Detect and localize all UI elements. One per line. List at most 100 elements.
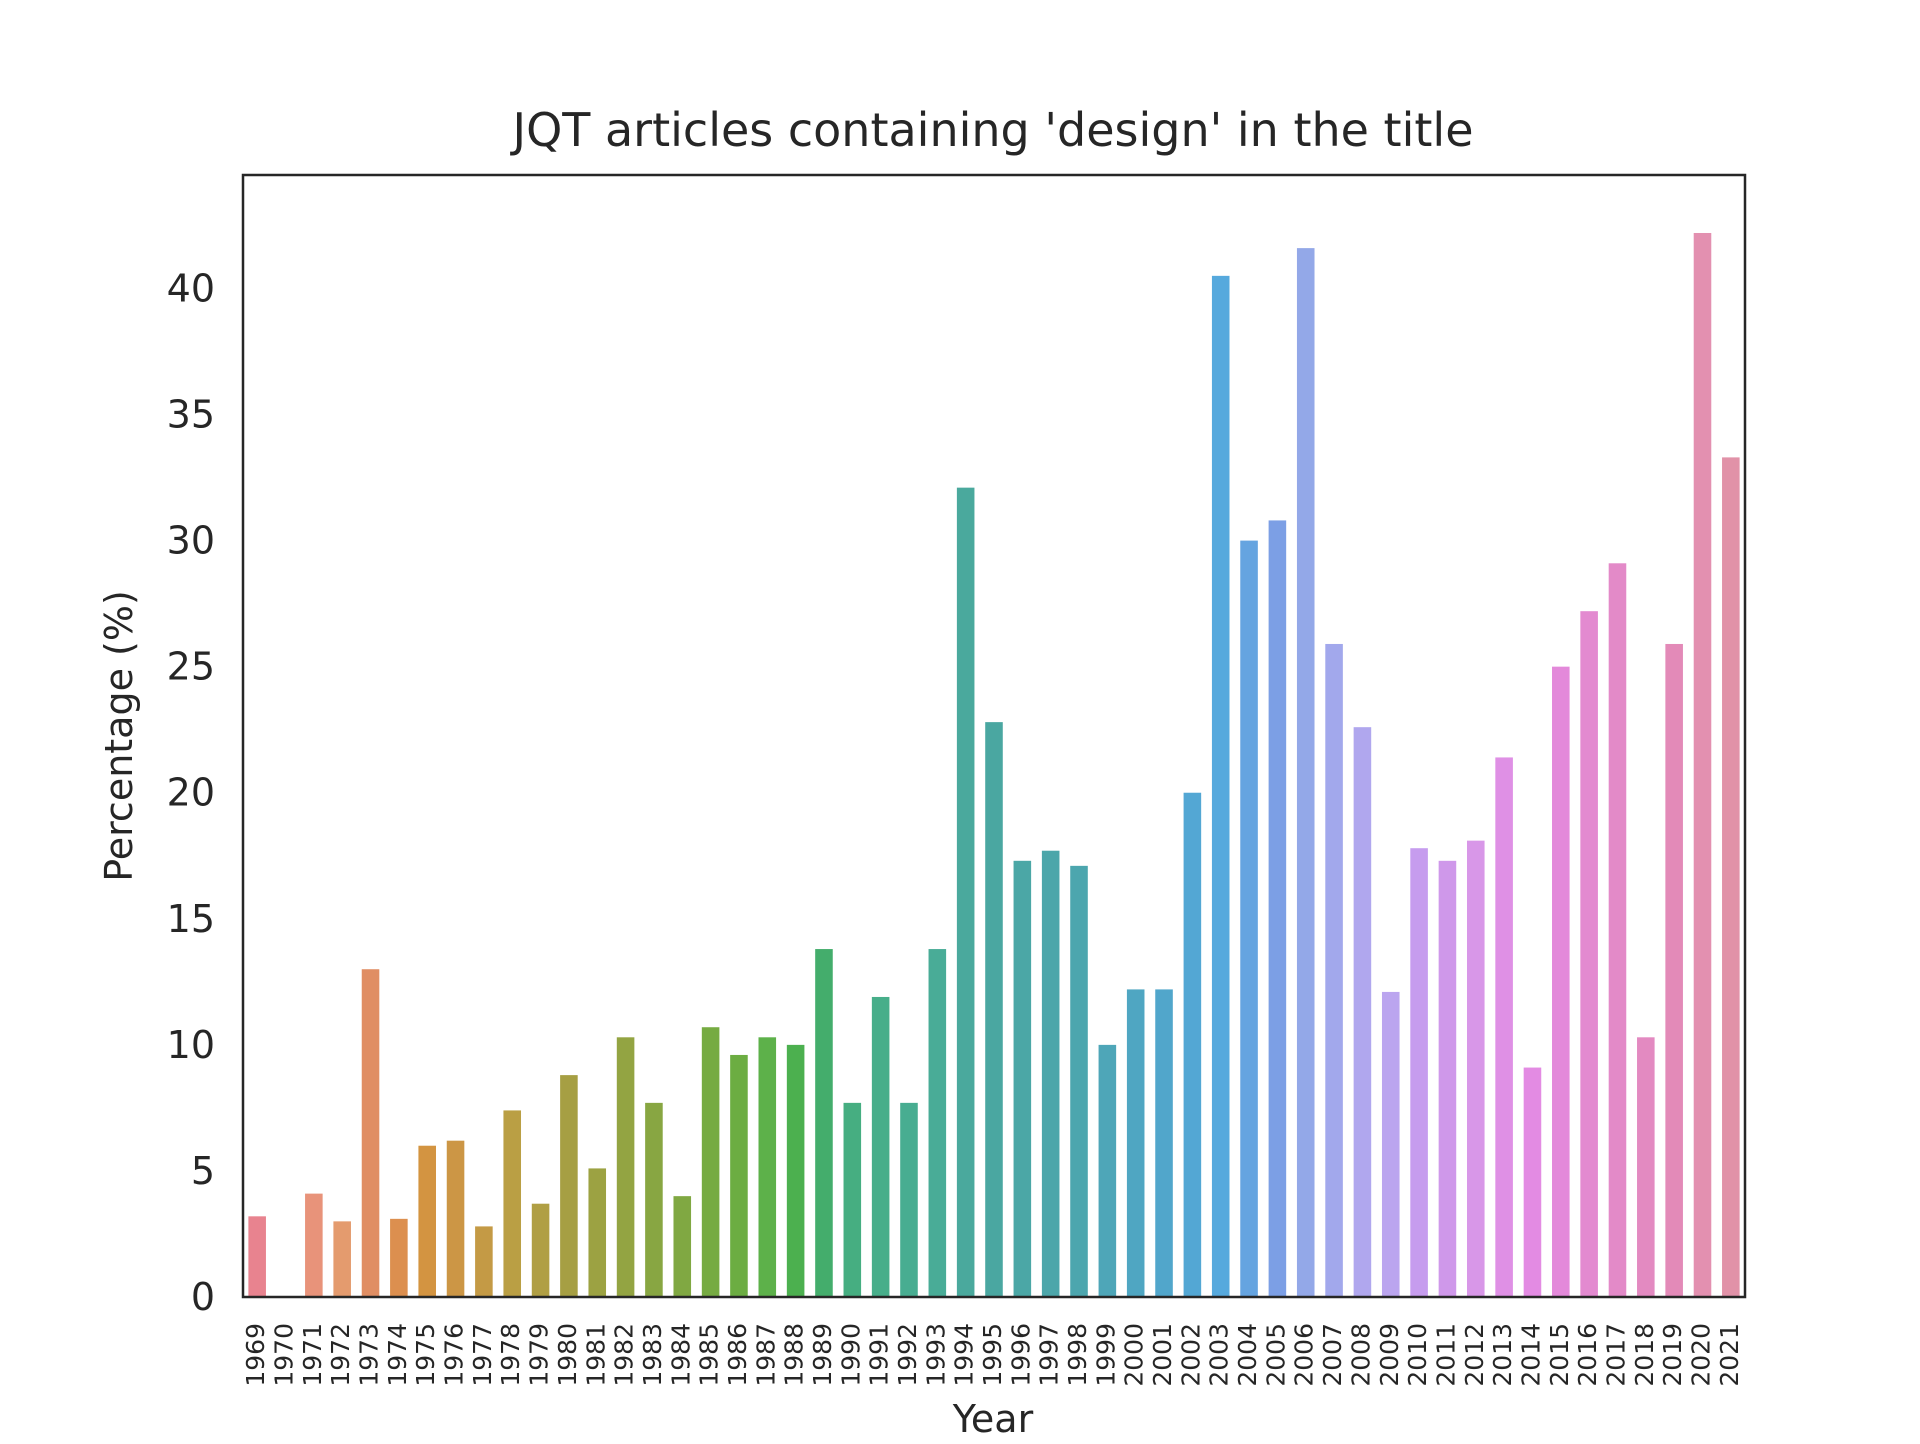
bar-1992 — [900, 1102, 918, 1297]
bar-1991 — [871, 996, 890, 1297]
bar-1972 — [333, 1221, 351, 1297]
x-tick-label-1997: 1997 — [1035, 1323, 1064, 1387]
bar-2004 — [1240, 540, 1258, 1297]
bar-1988 — [786, 1044, 805, 1297]
x-tick-label-2019: 2019 — [1658, 1323, 1687, 1387]
chart-title: JQT articles containing 'design' in the … — [510, 103, 1474, 157]
x-tick-label-1974: 1974 — [383, 1323, 412, 1387]
y-tick-label-5: 5 — [191, 1149, 215, 1193]
bar-2006 — [1296, 248, 1315, 1297]
x-tick-label-1996: 1996 — [1006, 1323, 1035, 1387]
bar-1981 — [588, 1168, 607, 1297]
bar-1977 — [475, 1226, 493, 1297]
x-tick-label-1972: 1972 — [326, 1323, 355, 1387]
bar-1985 — [701, 1027, 720, 1297]
bar-2007 — [1325, 643, 1343, 1297]
bar-2021 — [1722, 457, 1740, 1297]
y-tick-label-30: 30 — [167, 519, 215, 563]
bar-2011 — [1438, 860, 1457, 1297]
bar-2017 — [1608, 563, 1627, 1297]
x-tick-label-1976: 1976 — [440, 1323, 469, 1387]
bar-2012 — [1466, 840, 1485, 1297]
bar-2003 — [1211, 275, 1230, 1298]
x-tick-label-2012: 2012 — [1460, 1323, 1489, 1387]
bar-1996 — [1013, 860, 1032, 1297]
y-tick-label-15: 15 — [167, 897, 215, 941]
x-tick-label-2009: 2009 — [1375, 1323, 1404, 1387]
x-tick-label-2007: 2007 — [1318, 1323, 1347, 1387]
x-tick-label-1993: 1993 — [921, 1323, 950, 1387]
bar-1974 — [390, 1218, 408, 1297]
x-tick-label-2005: 2005 — [1261, 1323, 1290, 1387]
bar-1990 — [843, 1102, 862, 1297]
x-tick-label-2013: 2013 — [1488, 1323, 1517, 1387]
x-tick-label-1988: 1988 — [780, 1323, 809, 1387]
bar-2013 — [1495, 757, 1513, 1297]
bar-1978 — [503, 1110, 522, 1297]
x-tick-label-1973: 1973 — [355, 1323, 384, 1387]
x-tick-label-2010: 2010 — [1403, 1323, 1432, 1387]
bar-2008 — [1353, 727, 1372, 1297]
x-tick-label-1979: 1979 — [525, 1323, 554, 1387]
bar-1987 — [758, 1037, 777, 1297]
x-tick-label-1986: 1986 — [723, 1323, 752, 1387]
x-tick-label-2008: 2008 — [1346, 1323, 1375, 1387]
x-tick-label-1995: 1995 — [978, 1323, 1007, 1387]
bar-1983 — [645, 1102, 663, 1297]
bar-1969 — [248, 1216, 266, 1297]
bar-1994 — [956, 487, 975, 1297]
bar-1986 — [730, 1054, 748, 1297]
x-tick-label-1981: 1981 — [581, 1323, 610, 1387]
y-tick-label-10: 10 — [167, 1023, 215, 1067]
bar-1979 — [531, 1203, 550, 1297]
bar-1984 — [673, 1196, 692, 1297]
y-tick-label-25: 25 — [167, 645, 215, 689]
x-tick-label-2020: 2020 — [1686, 1323, 1715, 1387]
x-tick-label-1989: 1989 — [808, 1323, 837, 1387]
bar-1971 — [305, 1193, 323, 1297]
bar-2014 — [1523, 1067, 1542, 1297]
x-tick-label-1982: 1982 — [610, 1323, 639, 1387]
x-axis-ticks: 1969 1970 1971 1972 1973 1974 1975 1976 1977 1978… — [241, 1323, 1744, 1387]
y-axis-label: Percentage (%) — [97, 590, 141, 882]
x-tick-label-2011: 2011 — [1431, 1323, 1460, 1387]
y-tick-label-40: 40 — [167, 266, 215, 310]
bar-2001 — [1155, 989, 1173, 1297]
bar-1973 — [361, 969, 380, 1297]
x-tick-label-2004: 2004 — [1233, 1323, 1262, 1387]
x-tick-label-1983: 1983 — [638, 1323, 667, 1387]
x-tick-label-1970: 1970 — [270, 1323, 299, 1387]
x-tick-label-2016: 2016 — [1573, 1323, 1602, 1387]
bar-2015 — [1552, 666, 1570, 1297]
x-tick-label-1985: 1985 — [695, 1323, 724, 1387]
x-tick-label-1971: 1971 — [298, 1323, 327, 1387]
bar-1982 — [616, 1037, 635, 1297]
x-tick-label-1999: 1999 — [1091, 1323, 1120, 1387]
bar-2016 — [1580, 611, 1598, 1297]
bar-2002 — [1183, 792, 1202, 1297]
bars-group — [248, 232, 1740, 1298]
x-tick-label-2002: 2002 — [1176, 1323, 1205, 1387]
y-tick-label-20: 20 — [167, 771, 215, 815]
bar-2000 — [1126, 989, 1145, 1297]
x-tick-label-1980: 1980 — [553, 1323, 582, 1387]
x-axis-label: Year — [952, 1397, 1034, 1440]
bar-1998 — [1070, 865, 1088, 1297]
x-tick-label-1991: 1991 — [865, 1323, 894, 1387]
x-tick-label-1975: 1975 — [411, 1323, 440, 1387]
x-tick-label-1992: 1992 — [893, 1323, 922, 1387]
x-tick-label-2014: 2014 — [1516, 1323, 1545, 1387]
y-axis-ticks: 0 5 10 15 20 25 30 35 40 — [167, 266, 215, 1319]
x-tick-label-1990: 1990 — [836, 1323, 865, 1387]
bar-2018 — [1637, 1037, 1655, 1297]
bar-1980 — [560, 1075, 578, 1297]
x-tick-label-2015: 2015 — [1545, 1323, 1574, 1387]
bar-2020 — [1693, 232, 1712, 1298]
bar-1999 — [1098, 1044, 1117, 1297]
bar-1997 — [1041, 850, 1060, 1297]
x-tick-label-2003: 2003 — [1205, 1323, 1234, 1387]
bar-2009 — [1381, 991, 1400, 1297]
x-tick-label-1994: 1994 — [950, 1323, 979, 1387]
